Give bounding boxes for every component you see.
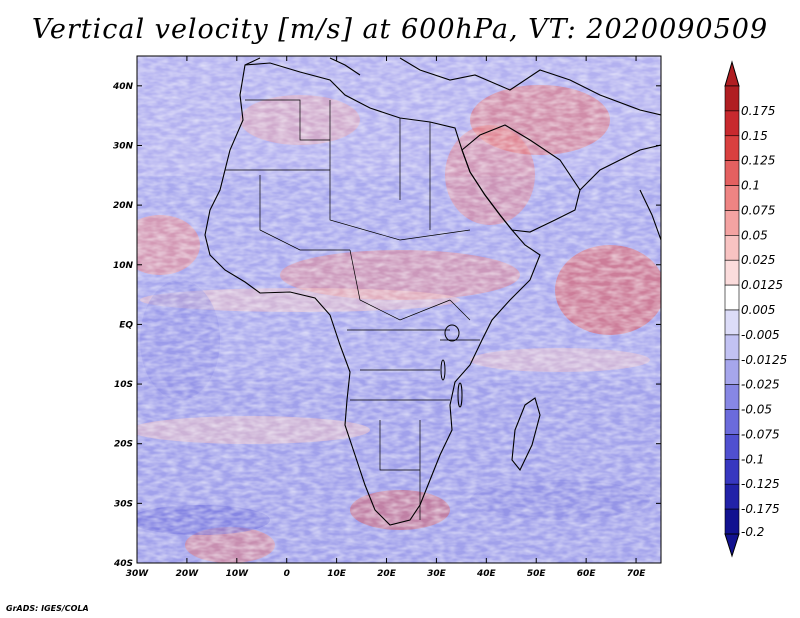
colorbar-label: -0.175 bbox=[741, 502, 780, 516]
colorbar-swatch bbox=[724, 359, 740, 385]
colorbar-label: 0.0125 bbox=[741, 278, 783, 292]
colorbar-swatch bbox=[724, 508, 740, 535]
lon-tick-label: 20E bbox=[377, 569, 397, 579]
latitude-axis: 40N 30N 20N 10N EQ 10S 20S 30S 40S bbox=[112, 82, 661, 569]
colorbar-swatch bbox=[724, 185, 740, 211]
colorbar-label: 0.1 bbox=[741, 179, 760, 193]
colorbar-swatch bbox=[724, 85, 740, 112]
colorbar-label: 0.175 bbox=[741, 104, 775, 118]
colorbar-swatch bbox=[724, 459, 740, 485]
lon-tick-label: 30E bbox=[427, 569, 447, 579]
colorbar-label: -0.05 bbox=[741, 403, 772, 417]
colorbar-label: -0.1 bbox=[741, 452, 764, 466]
colorbar-label: -0.2 bbox=[741, 525, 764, 539]
colorbar-swatch bbox=[724, 259, 740, 286]
map-title: Vertical velocity [m/s] at 600hPa, VT: 2… bbox=[31, 14, 769, 45]
colorbar-swatch bbox=[724, 384, 740, 410]
colorbar-swatch bbox=[724, 235, 740, 261]
colorbar-swatch bbox=[724, 284, 740, 311]
colorbar-max-arrow bbox=[724, 60, 740, 87]
colorbar-label: 0.075 bbox=[741, 203, 775, 217]
lat-tick-label: 10S bbox=[114, 380, 133, 390]
colorbar-label: 0.125 bbox=[741, 154, 775, 168]
colorbar-label: 0.005 bbox=[741, 303, 775, 317]
lat-tick-label: 20N bbox=[113, 201, 134, 211]
lon-tick-label: 60E bbox=[577, 569, 597, 579]
colorbar-label: -0.025 bbox=[741, 378, 780, 392]
credit-text: GrADS: IGES/COLA bbox=[6, 604, 89, 613]
colorbar-swatch bbox=[724, 160, 740, 186]
lon-tick-label: 10W bbox=[226, 569, 250, 579]
lat-tick-label: 40S bbox=[113, 559, 133, 569]
colorbar-swatch bbox=[724, 409, 740, 435]
colorbar-label: -0.075 bbox=[741, 427, 780, 441]
lat-tick-label: 30N bbox=[113, 141, 134, 151]
colorbar-swatch bbox=[724, 483, 740, 510]
colorbar-swatch bbox=[724, 434, 740, 460]
colorbar-swatch bbox=[724, 334, 740, 361]
map-frame bbox=[136, 55, 662, 564]
colorbar-label: -0.0125 bbox=[741, 353, 787, 367]
longitude-axis: 30W 20W 10W 0 10E 20E 30E 40E 50E 60E 70E bbox=[126, 56, 646, 579]
lon-tick-label: 20W bbox=[176, 569, 200, 579]
colorbar-swatch bbox=[724, 110, 740, 137]
lon-tick-label: 30W bbox=[126, 569, 150, 579]
lat-tick-label: 40N bbox=[112, 82, 134, 92]
lon-tick-label: 10E bbox=[327, 569, 347, 579]
colorbar-label: -0.005 bbox=[741, 328, 780, 342]
colorbar-label: 0.05 bbox=[741, 228, 768, 242]
colorbar-label: -0.125 bbox=[741, 477, 780, 491]
lon-tick-label: 50E bbox=[527, 569, 547, 579]
lat-tick-label: 30S bbox=[114, 499, 133, 509]
lon-tick-label: 70E bbox=[627, 569, 647, 579]
colorbar-label: 0.025 bbox=[741, 253, 775, 267]
lon-tick-label: 0 bbox=[284, 569, 290, 579]
lon-tick-label: 40E bbox=[476, 569, 497, 579]
colorbar-label: 0.15 bbox=[741, 129, 768, 143]
velocity-field bbox=[137, 56, 661, 563]
colorbar-swatch bbox=[724, 210, 740, 236]
lat-tick-label: EQ bbox=[119, 320, 133, 330]
lat-tick-label: 10N bbox=[113, 261, 134, 271]
colorbar-min-arrow bbox=[724, 533, 740, 558]
colorbar-swatch bbox=[724, 135, 740, 161]
colorbar-swatch bbox=[724, 309, 740, 336]
colorbar: 0.175 0.15 0.125 0.1 0.075 0.05 0.025 0.0125 0.0… bbox=[724, 60, 787, 558]
lat-tick-label: 20S bbox=[114, 440, 133, 450]
